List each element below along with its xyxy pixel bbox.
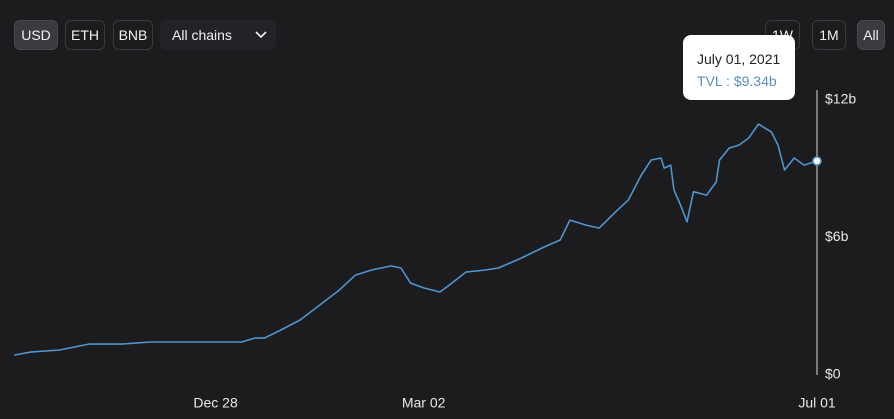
hover-point	[812, 156, 822, 166]
range-button[interactable]: 1M	[812, 20, 846, 50]
range-button[interactable]: All	[857, 20, 885, 50]
chain-dropdown[interactable]: All chains	[160, 20, 276, 50]
y-tick-label: $6b	[825, 228, 849, 244]
x-tick-label: Dec 28	[193, 395, 238, 411]
y-tick-label: $0	[825, 366, 841, 382]
y-tick-label: $12b	[825, 91, 856, 107]
line-series	[13, 123, 818, 356]
x-tick-label: Jul 01	[798, 395, 836, 411]
chevron	[255, 31, 267, 39]
currency-button[interactable]: ETH	[65, 20, 105, 50]
currency-button[interactable]: BNB	[113, 20, 153, 50]
tooltip: July 01, 2021 TVL : $9.34b	[683, 35, 795, 100]
tooltip-text: TVL : $9.34b	[697, 73, 777, 89]
x-tick-label: Mar 02	[402, 395, 446, 411]
tooltip-title: July 01, 2021	[697, 51, 781, 67]
currency-button[interactable]: USD	[14, 20, 58, 50]
dropdown-label: All chains	[172, 27, 232, 43]
